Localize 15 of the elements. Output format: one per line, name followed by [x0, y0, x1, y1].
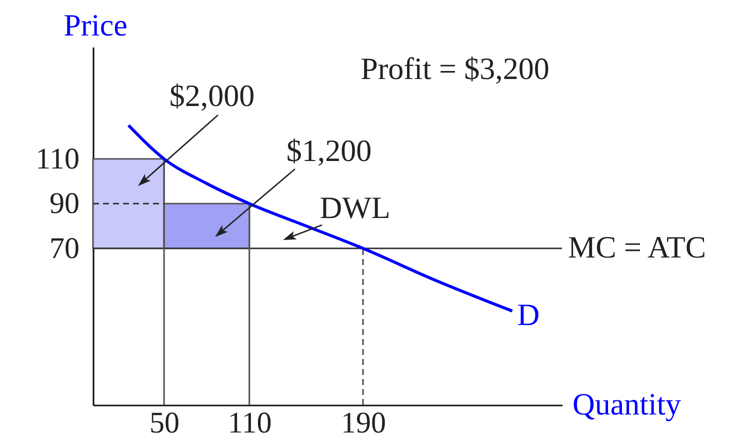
line-series: [127, 124, 514, 313]
x-axis-title: Quantity: [572, 386, 682, 422]
x-tick-label: 110: [228, 406, 272, 440]
series-label: D: [517, 297, 540, 332]
y-tick-label: 110: [36, 142, 80, 176]
y-tick-label: 70: [50, 232, 80, 265]
ref-line-label: MC = ATC: [568, 229, 706, 264]
annotation: $2,000: [169, 78, 255, 113]
annotation: DWL: [320, 190, 390, 225]
annotation: Profit = $3,200: [360, 51, 550, 86]
annotation: $1,200: [286, 133, 372, 168]
x-tick-label: 50: [150, 406, 180, 440]
y-tick-label: 90: [50, 187, 80, 220]
x-tick-label: 190: [341, 406, 386, 440]
y-axis-title: Price: [64, 8, 128, 42]
